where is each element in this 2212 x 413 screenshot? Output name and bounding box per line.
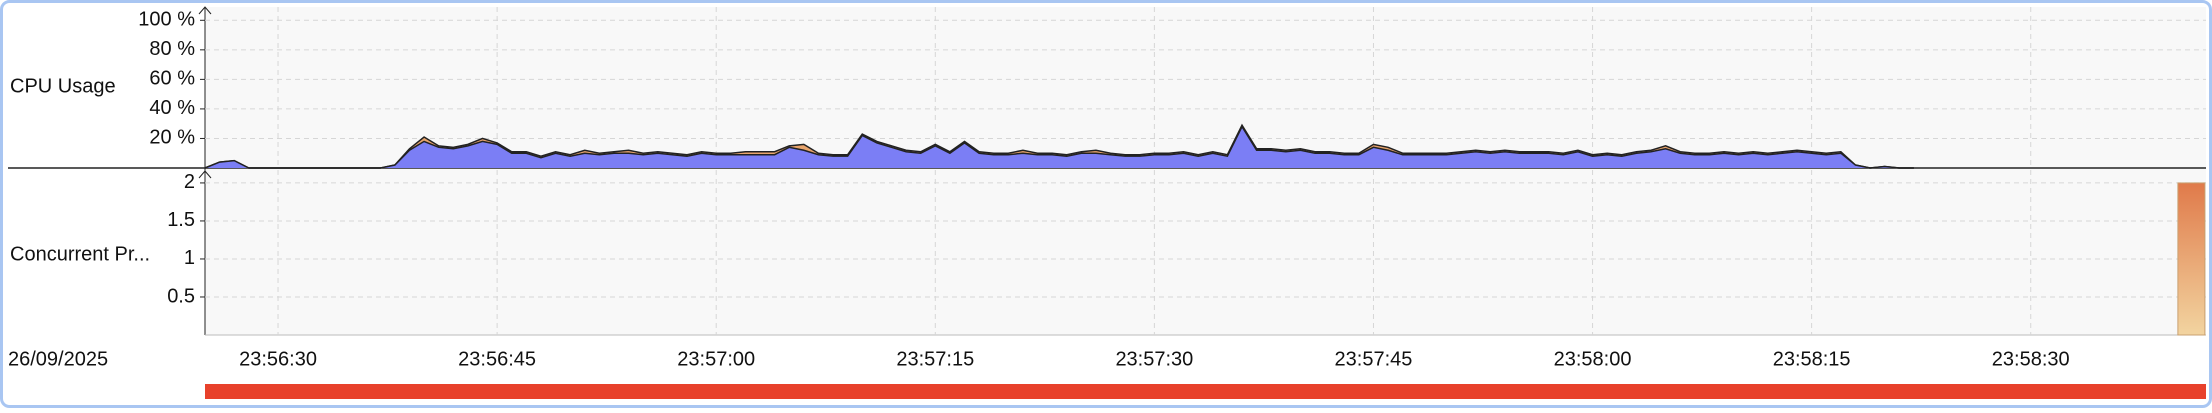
y-tick-label: 0.5 [167, 285, 195, 307]
x-tick-label: 23:57:00 [677, 348, 755, 370]
y-tick-label: 80 % [149, 38, 195, 60]
cpu-label: CPU Usage [10, 75, 116, 97]
y-tick-label: 1.5 [167, 209, 195, 231]
area-line [204, 123, 1914, 169]
x-tick-label: 23:58:00 [1554, 348, 1632, 370]
x-tick-label: 23:58:30 [1992, 348, 2070, 370]
x-tick-label: 23:57:45 [1335, 348, 1413, 370]
y-tick-label: 60 % [149, 68, 195, 90]
plot-background [205, 7, 2206, 335]
timeline-bar [205, 384, 2206, 399]
x-tick-label: 23:56:30 [239, 348, 317, 370]
concurrent-label: Concurrent Pr... [10, 243, 150, 265]
y-tick-label: 1 [184, 247, 195, 269]
x-tick-label: 23:56:45 [458, 348, 536, 370]
y-tick-label: 20 % [149, 127, 195, 149]
x-tick-label: 23:57:30 [1115, 348, 1193, 370]
axis-arrow [198, 6, 212, 179]
date-label: 26/09/2025 [8, 348, 108, 370]
x-tick-label: 23:57:15 [896, 348, 974, 370]
y-tick-label: 40 % [149, 97, 195, 119]
y-tick-label: 100 % [138, 9, 195, 31]
bar [2177, 182, 2206, 336]
area-line [204, 125, 1914, 169]
area-fill [205, 126, 1914, 168]
y-tick-label: 2 [184, 171, 195, 193]
x-tick-label: 23:58:15 [1773, 348, 1851, 370]
